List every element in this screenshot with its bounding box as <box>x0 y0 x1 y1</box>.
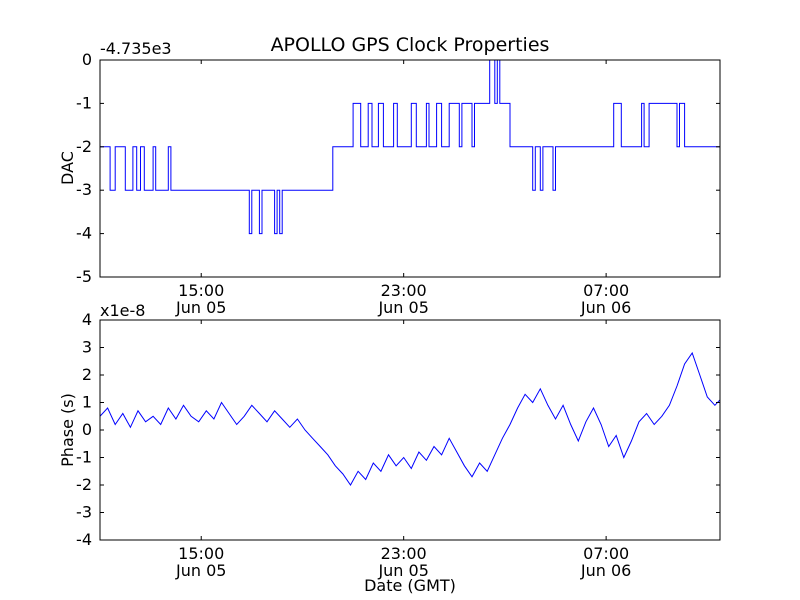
dac-offset-label: -4.735e3 <box>100 39 172 58</box>
phase-axes-frame <box>99 319 721 541</box>
phase-y-tick-label: -3 <box>76 503 92 522</box>
phase-y-axis-label: Phase (s) <box>58 393 77 467</box>
phase-y-tick-label: 1 <box>82 393 92 412</box>
dac-x-tick-time-label: 15:00 <box>178 281 224 300</box>
phase-x-tick-date-label: Jun 05 <box>175 561 226 580</box>
dac-y-tick-label: -1 <box>76 93 92 112</box>
phase-x-tick-date-label: Jun 05 <box>377 561 428 580</box>
dac-y-tick-label: -5 <box>76 267 92 286</box>
phase-offset-label: x1e-8 <box>100 301 145 320</box>
dac-x-tick-time-label: 07:00 <box>583 281 629 300</box>
dac-x-tick-date-label: Jun 05 <box>377 298 428 317</box>
phase-y-tick-label: 0 <box>82 420 92 439</box>
phase-x-tick-time-label: 23:00 <box>381 544 427 563</box>
dac-y-tick-label: -4 <box>76 224 92 243</box>
x-axis-label: Date (GMT) <box>364 576 456 595</box>
dac-y-axis-label: DAC <box>58 151 77 185</box>
phase-y-tick-label: 4 <box>82 310 92 329</box>
phase-plot-area <box>100 320 720 540</box>
phase-y-tick-label: 3 <box>82 338 92 357</box>
phase-y-tick-label: -2 <box>76 475 92 494</box>
dac-y-tick-label: -3 <box>76 180 92 199</box>
phase-x-tick-time-label: 15:00 <box>178 544 224 563</box>
dac-x-tick-time-label: 23:00 <box>381 281 427 300</box>
chart-title: APOLLO GPS Clock Properties <box>271 34 550 56</box>
dac-plot-area <box>100 60 720 277</box>
phase-y-tick-label: 2 <box>82 365 92 384</box>
dac-y-tick-label: 0 <box>82 50 92 69</box>
phase-y-tick-label: -4 <box>76 530 92 549</box>
dac-x-tick-date-label: Jun 05 <box>175 298 226 317</box>
dac-x-tick-date-label: Jun 06 <box>580 298 631 317</box>
dac-y-tick-label: -2 <box>76 137 92 156</box>
phase-y-tick-label: -1 <box>76 448 92 467</box>
dac-axes-frame <box>99 59 721 278</box>
phase-x-tick-date-label: Jun 06 <box>580 561 631 580</box>
phase-series-line <box>100 351 720 486</box>
dac-series-line <box>100 60 720 235</box>
phase-x-tick-time-label: 07:00 <box>583 544 629 563</box>
